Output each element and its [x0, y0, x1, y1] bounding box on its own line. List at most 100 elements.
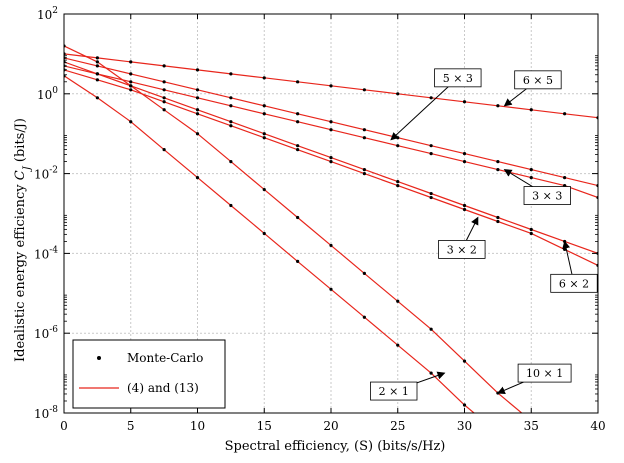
monte-carlo-point [262, 187, 266, 192]
monte-carlo-point [429, 191, 433, 196]
monte-carlo-point [329, 243, 333, 248]
monte-carlo-point [162, 100, 166, 104]
y-tick-label: 100 [37, 86, 58, 102]
annotation-box [517, 363, 572, 383]
y-tick-label: 10-2 [34, 166, 58, 182]
y-tick-base: 10 [34, 247, 49, 261]
monte-carlo-point [529, 227, 533, 232]
monte-carlo-point [396, 183, 400, 188]
monte-carlo-point [429, 144, 433, 148]
monte-carlo-point [429, 371, 433, 375]
monte-carlo-point [229, 96, 233, 100]
x-tick-label: 30 [457, 419, 472, 433]
x-tick-label: 25 [390, 419, 405, 433]
monte-carlo-point [362, 128, 366, 132]
monte-carlo-point [529, 168, 533, 172]
monte-carlo-point [329, 160, 333, 164]
monte-carlo-point [362, 168, 366, 172]
monte-carlo-point [229, 124, 233, 128]
monte-carlo-point [162, 64, 166, 68]
monte-carlo-point [496, 104, 500, 108]
monte-carlo-point [262, 231, 266, 236]
monte-carlo-point [162, 148, 166, 152]
monte-carlo-point [496, 215, 500, 220]
monte-carlo-point [496, 219, 500, 224]
monte-carlo-point [362, 315, 366, 319]
monte-carlo-point [329, 120, 333, 124]
monte-carlo-point [195, 175, 200, 180]
annotation-box [434, 68, 482, 88]
annotation-label: 6 × 5 [523, 74, 553, 87]
annotation-box [370, 381, 418, 401]
monte-carlo-point [162, 96, 166, 100]
y-tick-base: 10 [34, 327, 49, 341]
monte-carlo-point [129, 72, 133, 76]
x-tick-label: 20 [323, 419, 338, 433]
monte-carlo-point [396, 179, 400, 184]
monte-carlo-point [462, 160, 467, 164]
monte-carlo-point [129, 88, 133, 92]
y-tick-label: 10-4 [34, 245, 58, 261]
monte-carlo-point [296, 112, 300, 116]
y-tick-label: 10-8 [34, 405, 58, 421]
monte-carlo-point [95, 78, 99, 82]
monte-carlo-point [396, 343, 400, 347]
y-axis-title: Idealistic energy efficiency CJ (bits/J) [13, 118, 33, 362]
legend-label: (4) and (13) [127, 381, 199, 395]
annotation-label: 3 × 2 [447, 243, 477, 256]
monte-carlo-point [462, 152, 467, 156]
monte-carlo-point [329, 156, 333, 160]
monte-carlo-point [563, 112, 567, 116]
monte-carlo-point [95, 72, 99, 76]
monte-carlo-point [529, 231, 533, 236]
monte-carlo-point [296, 80, 300, 84]
monte-carlo-point [462, 403, 467, 407]
monte-carlo-point [563, 175, 567, 180]
y-axis-title-base: Idealistic energy efficiency [13, 180, 28, 362]
series-line [64, 75, 476, 413]
annotation-box [523, 186, 571, 205]
monte-carlo-point [296, 144, 300, 148]
monte-carlo-point [229, 203, 233, 208]
monte-carlo-point [362, 172, 366, 176]
monte-carlo-point [95, 64, 99, 68]
y-tick-exponent: -4 [49, 245, 58, 255]
monte-carlo-point [262, 76, 266, 80]
monte-carlo-point [195, 96, 200, 100]
x-tick-label: 10 [190, 419, 205, 433]
x-tick-label: 0 [60, 419, 68, 433]
monte-carlo-point [329, 128, 333, 132]
monte-carlo-point [195, 88, 200, 92]
annotation-label: 5 × 3 [443, 72, 473, 85]
monte-carlo-point [162, 80, 166, 84]
monte-carlo-point [296, 120, 300, 124]
monte-carlo-point [262, 132, 266, 136]
monte-carlo-point [429, 327, 433, 331]
monte-carlo-point [195, 132, 200, 136]
y-tick-exponent: -6 [49, 325, 58, 335]
monte-carlo-point [296, 259, 300, 263]
y-tick-exponent: 2 [52, 6, 58, 16]
y-tick-label: 102 [37, 6, 58, 22]
annotation-label: 10 × 1 [526, 367, 563, 380]
annotation-box [550, 273, 598, 293]
x-tick-label: 40 [590, 419, 605, 433]
x-axis-title: Spectral efficiency, (S) (bits/s/Hz) [225, 439, 446, 454]
monte-carlo-point [496, 168, 500, 172]
monte-carlo-point [396, 136, 400, 140]
monte-carlo-point [496, 160, 500, 164]
annotation-box [438, 240, 486, 259]
monte-carlo-point [262, 112, 266, 116]
annotation-label: 2 × 1 [379, 385, 409, 398]
monte-carlo-point [396, 299, 400, 303]
monte-carlo-point [329, 287, 333, 291]
monte-carlo-point [462, 100, 467, 104]
y-axis-title-subscript: J [22, 165, 33, 172]
monte-carlo-point [429, 195, 433, 200]
monte-carlo-point [529, 175, 533, 180]
monte-carlo-point [462, 207, 467, 212]
monte-carlo-point [129, 84, 133, 88]
legend-box [72, 339, 226, 409]
legend-marker-dot [97, 356, 101, 360]
